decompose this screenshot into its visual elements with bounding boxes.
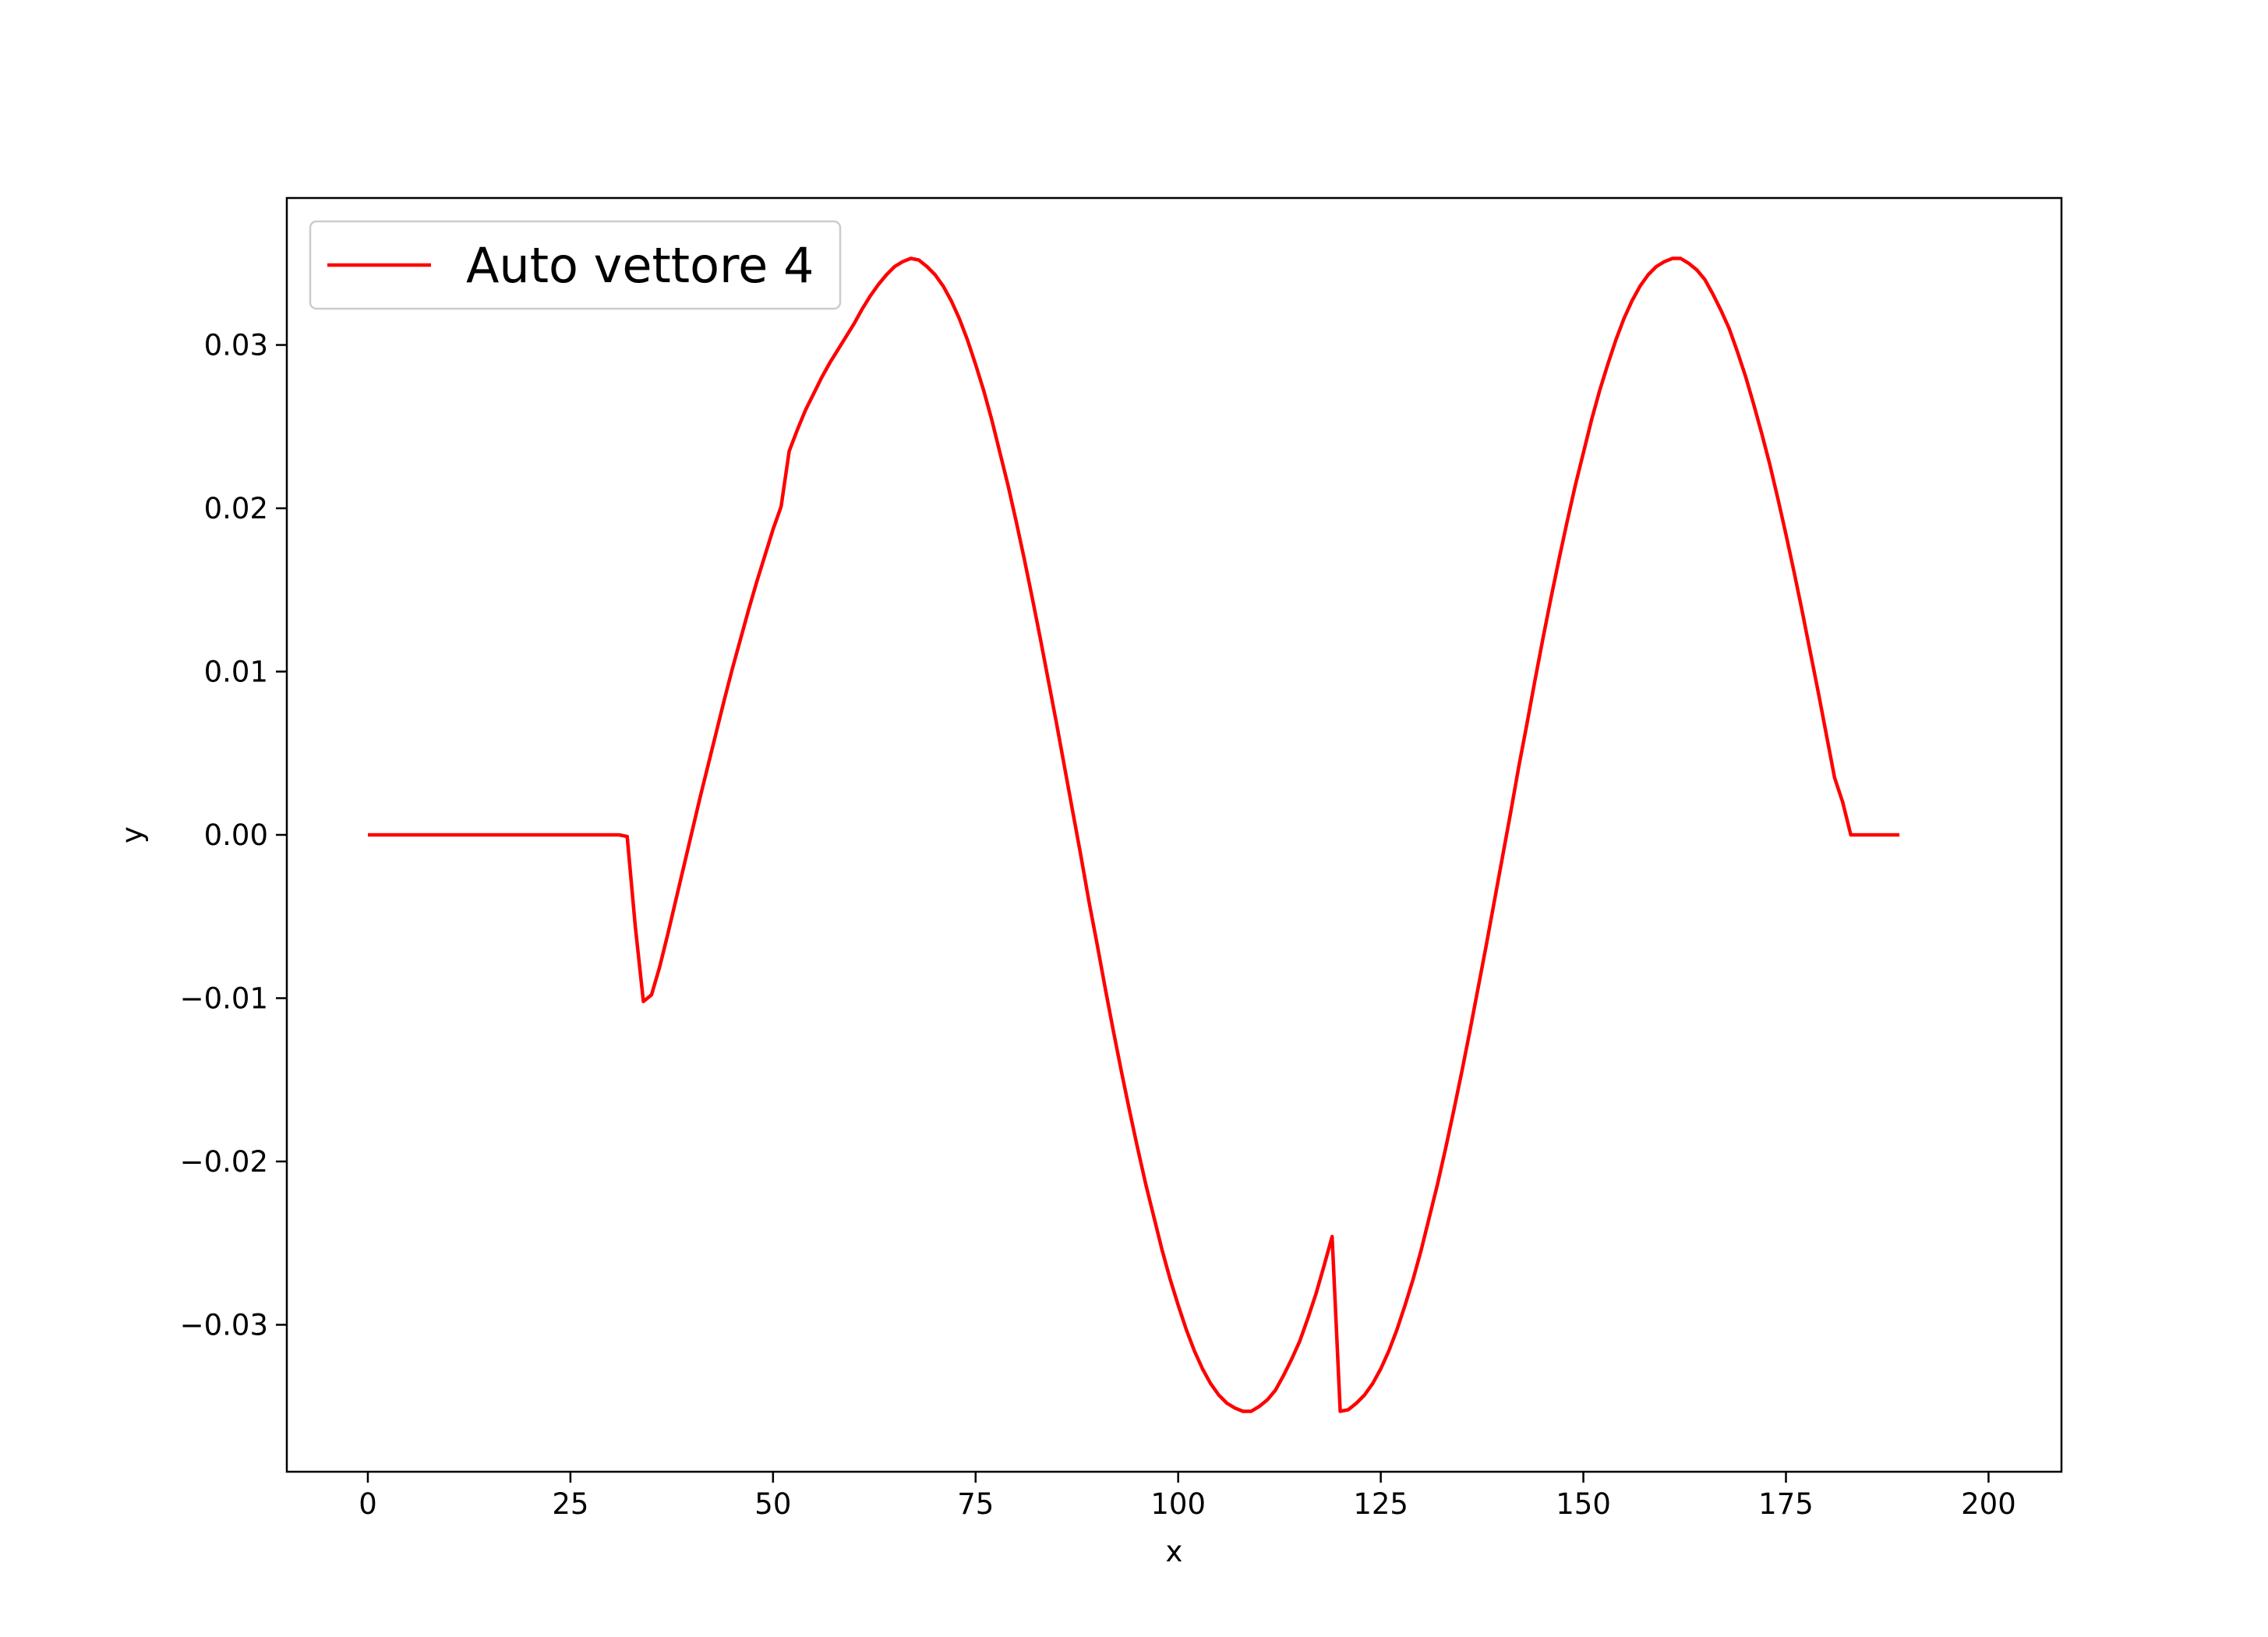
y-tick-label: −0.01 [180,981,268,1015]
series-line [368,256,1900,1413]
y-axis-label: y [115,826,149,843]
x-tick-label: 25 [552,1487,588,1521]
y-tick-label: −0.02 [180,1145,268,1179]
legend-box [309,220,842,310]
legend-label: Auto vettore 4 [466,237,814,294]
x-tick-label: 150 [1556,1487,1611,1521]
y-tick-label: −0.03 [180,1308,268,1342]
x-axis-label: x [1166,1535,1183,1568]
y-tick-label: 0.01 [204,656,268,689]
x-tick-label: 200 [1961,1487,2016,1521]
x-tick-label: 0 [359,1487,377,1521]
y-tick-label: 0.02 [204,492,268,525]
x-tick-label: 100 [1150,1487,1206,1521]
y-tick-label: 0.00 [204,818,268,852]
x-tick-label: 75 [957,1487,994,1521]
x-tick-label: 50 [754,1487,791,1521]
x-tick-label: 175 [1758,1487,1814,1521]
y-tick-label: 0.03 [204,329,268,362]
x-tick-label: 125 [1353,1487,1408,1521]
